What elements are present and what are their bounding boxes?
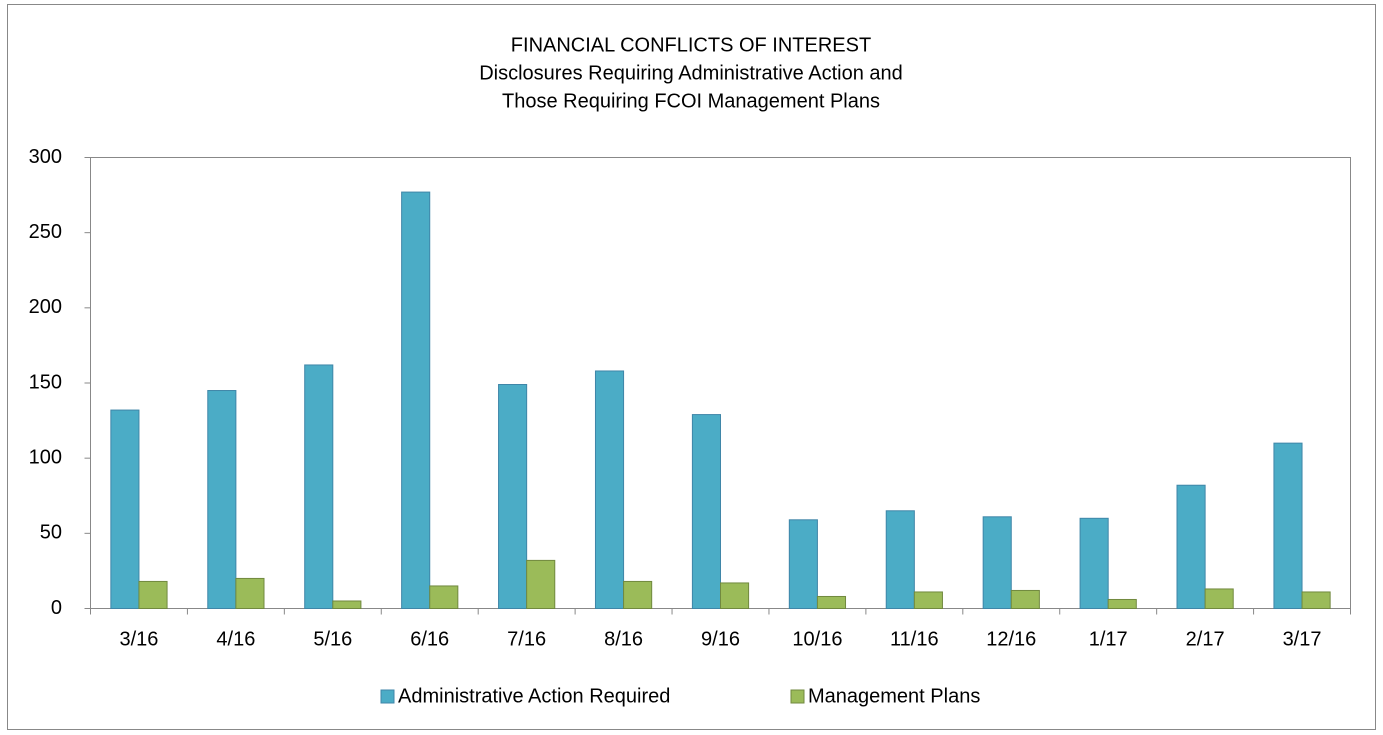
x-tick-label: 6/16 — [410, 628, 449, 650]
x-tick-label: 1/17 — [1089, 628, 1128, 650]
x-tick-label: 4/16 — [216, 628, 255, 650]
x-tick-label: 10/16 — [792, 628, 842, 650]
bar — [720, 582, 750, 610]
bar — [816, 595, 847, 609]
bar — [1079, 517, 1109, 609]
legend-swatch — [380, 689, 395, 704]
bar — [498, 384, 528, 609]
x-tick-label: 9/16 — [701, 628, 740, 650]
y-tick-label: 300 — [29, 146, 62, 168]
bar — [1176, 484, 1206, 609]
bar — [401, 191, 431, 609]
y-tick-label: 250 — [29, 221, 62, 243]
legend-label: Administrative Action Required — [398, 685, 670, 707]
bar — [1301, 591, 1331, 609]
chart-subtitle: Disclosures Requiring Administrative Act… — [479, 62, 903, 84]
bar — [138, 580, 168, 610]
bar — [885, 510, 915, 609]
bar — [691, 414, 722, 609]
y-tick-label: 0 — [51, 597, 62, 619]
bar — [788, 519, 818, 610]
bar — [207, 390, 237, 609]
bar — [1010, 589, 1040, 610]
chart-frame — [7, 4, 1376, 730]
x-tick-label: 3/16 — [119, 628, 158, 650]
chart-title: FINANCIAL CONFLICTS OF INTEREST — [511, 34, 871, 56]
legend-label: Management Plans — [808, 685, 980, 707]
bar — [304, 364, 334, 609]
bar — [429, 585, 459, 610]
bar — [1107, 598, 1137, 609]
x-tick-label: 8/16 — [604, 628, 643, 650]
y-tick-label: 150 — [29, 371, 62, 393]
bar — [235, 577, 265, 610]
bar — [1204, 588, 1234, 609]
y-tick-label: 50 — [40, 522, 62, 544]
y-tick-label: 100 — [29, 446, 62, 468]
x-tick-label: 11/16 — [890, 628, 939, 650]
bar — [913, 591, 943, 609]
x-tick-label: 3/17 — [1283, 628, 1322, 650]
x-tick-label: 7/16 — [507, 628, 546, 650]
x-tick-label: 12/16 — [986, 628, 1036, 650]
bar — [982, 516, 1012, 610]
bar — [110, 409, 140, 609]
chart-subtitle: Those Requiring FCOI Management Plans — [502, 90, 880, 112]
bar — [1273, 442, 1303, 609]
x-tick-label: 2/17 — [1186, 628, 1225, 650]
bar — [526, 559, 556, 609]
bar — [332, 600, 362, 610]
bar — [623, 580, 653, 610]
x-tick-label: 5/16 — [313, 628, 352, 650]
legend-swatch — [790, 689, 805, 704]
bar — [594, 370, 625, 609]
y-tick-label: 200 — [29, 296, 62, 318]
